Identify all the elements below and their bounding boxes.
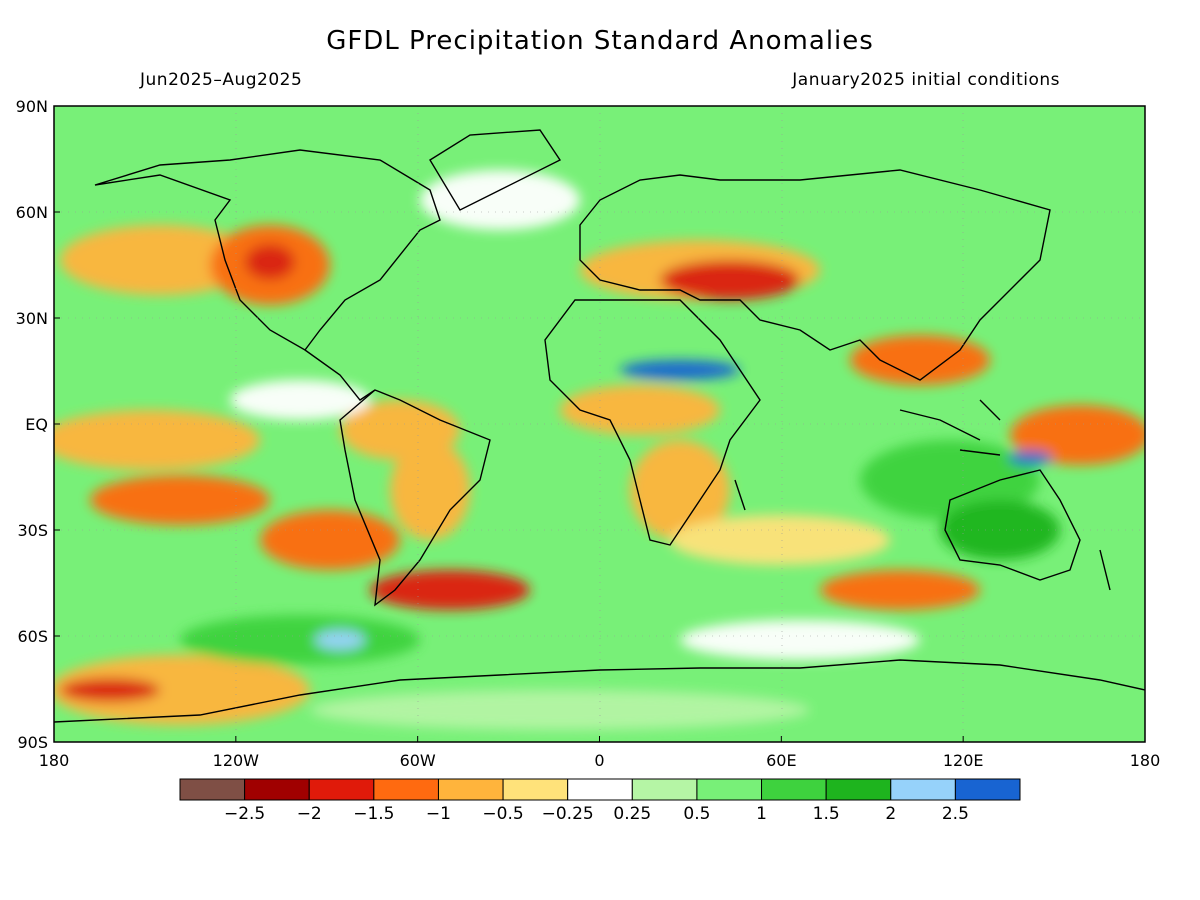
colorbar-swatch — [567, 778, 633, 801]
lat-label: 30N — [16, 309, 48, 328]
lat-label: 90N — [16, 97, 48, 116]
colorbar-swatch — [890, 778, 956, 801]
colorbar-label: −2 — [297, 804, 322, 824]
latitude-axis: 90N 60N 30N EQ 30S 60S 90S — [16, 97, 60, 752]
graticule — [54, 106, 1145, 742]
colorbar-legend: −2.5 −2 −1.5 −1 −0.5 −0.25 0.25 0.5 1 1.5 2 2.5 — [179, 778, 1021, 824]
anomaly-field — [54, 106, 1145, 742]
lat-label: 90S — [17, 733, 48, 752]
forecast-period: Jun2025–Aug2025 — [140, 70, 303, 90]
colorbar-label: 0.25 — [613, 804, 651, 824]
colorbar-label: −0.5 — [482, 804, 523, 824]
colorbar-swatch — [761, 778, 827, 801]
lat-label: 30S — [17, 521, 48, 540]
initial-conditions: January2025 initial conditions — [792, 70, 1060, 90]
colorbar-label: 1 — [756, 804, 767, 824]
lon-label: 180 — [1130, 751, 1161, 770]
colorbar-label: −2.5 — [224, 804, 265, 824]
colorbar-label: −0.25 — [542, 804, 594, 824]
coastlines — [54, 129, 1145, 723]
colorbar-label: −1.5 — [353, 804, 394, 824]
colorbar-swatch — [179, 778, 246, 801]
lon-label: 120W — [213, 751, 260, 770]
lon-label: 120E — [943, 751, 984, 770]
colorbar-label: 2.5 — [942, 804, 969, 824]
colorbar-label: 1.5 — [813, 804, 840, 824]
colorbar-label: 2 — [885, 804, 896, 824]
colorbar-swatch — [696, 778, 763, 801]
colorbar-swatch — [373, 778, 439, 801]
colorbar-swatch — [308, 778, 375, 801]
colorbar-label: 0.5 — [683, 804, 710, 824]
lat-label: 60S — [17, 627, 48, 646]
colorbar-swatch — [631, 778, 698, 801]
lat-label: EQ — [25, 415, 48, 434]
longitude-axis: 180 120W 60W 0 60E 120E 180 — [39, 736, 1161, 770]
lon-label: 60E — [766, 751, 796, 770]
colorbar-label: −1 — [426, 804, 451, 824]
colorbar-swatch — [437, 778, 504, 801]
map-title: GFDL Precipitation Standard Anomalies — [326, 26, 874, 56]
lat-label: 60N — [16, 203, 48, 222]
lon-label: 180 — [39, 751, 70, 770]
lon-label: 0 — [594, 751, 604, 770]
colorbar-swatch — [825, 778, 892, 801]
colorbar-swatch — [502, 778, 569, 801]
colorbar-swatch — [954, 778, 1021, 801]
lon-label: 60W — [400, 751, 436, 770]
colorbar-swatch — [244, 778, 310, 801]
